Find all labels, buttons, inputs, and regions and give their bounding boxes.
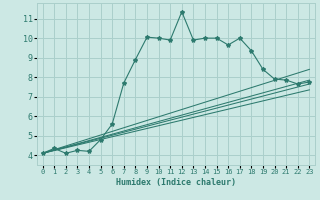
X-axis label: Humidex (Indice chaleur): Humidex (Indice chaleur) [116,178,236,187]
